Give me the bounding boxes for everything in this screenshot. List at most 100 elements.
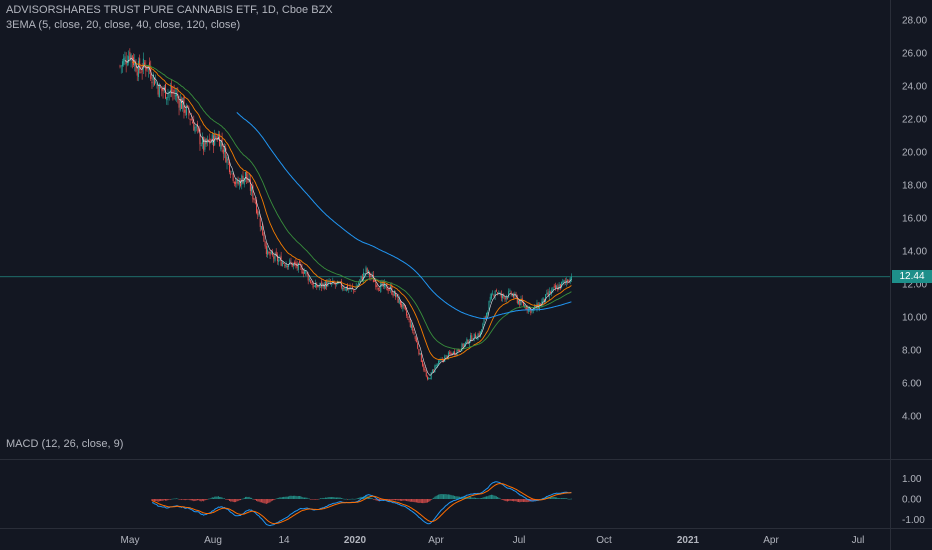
symbol-title[interactable]: ADVISORSHARES TRUST PURE CANNABIS ETF, 1… xyxy=(6,4,333,16)
candle-body xyxy=(181,98,182,109)
candle-body xyxy=(242,175,244,184)
macd-histogram-bar xyxy=(168,499,170,500)
macd-histogram-bar xyxy=(438,494,440,499)
price-tick-label: 4.00 xyxy=(902,412,922,423)
time-tick-label: 2020 xyxy=(344,535,367,546)
candle-body xyxy=(381,282,383,284)
candle-body xyxy=(419,352,421,355)
candle-body xyxy=(476,338,478,340)
macd-histogram-bar xyxy=(302,497,304,499)
candle-body xyxy=(334,284,336,286)
candle-body xyxy=(366,268,368,273)
candle-body xyxy=(402,303,404,309)
candle-body xyxy=(570,276,572,280)
candle-body xyxy=(251,186,253,192)
candle-body xyxy=(131,55,133,61)
candle-body xyxy=(478,332,480,337)
candle-body xyxy=(518,300,520,304)
price-tick-label: 22.00 xyxy=(902,115,927,126)
candle-body xyxy=(396,294,398,296)
candle-body xyxy=(189,118,191,120)
candle-body xyxy=(461,343,463,351)
ema40-line xyxy=(144,64,572,350)
macd-histogram-bar xyxy=(299,495,301,499)
macd-histogram-bar xyxy=(206,499,208,500)
candle-body xyxy=(316,284,318,288)
study-legend-3ema[interactable]: 3EMA (5, close, 20, close, 40, close, 12… xyxy=(6,19,241,31)
macd-histogram-bar xyxy=(477,498,479,499)
macd-histogram-bar xyxy=(248,496,250,499)
price-tick-label: 20.00 xyxy=(902,148,927,159)
macd-histogram-bar xyxy=(504,499,506,501)
signal-line xyxy=(151,482,572,525)
candle-body xyxy=(343,287,345,289)
macd-histogram-bar xyxy=(433,497,435,499)
candle-body xyxy=(513,294,515,298)
candle-body xyxy=(561,281,563,288)
macd-histogram-bar xyxy=(183,499,185,500)
macd-histogram-bar xyxy=(351,498,353,500)
candle-body xyxy=(363,272,365,281)
macd-histogram-bar xyxy=(259,499,261,503)
macd-histogram-bar xyxy=(456,496,458,499)
candle-body xyxy=(563,280,565,283)
price-pane xyxy=(0,48,890,381)
macd-histogram-bar xyxy=(322,497,324,499)
candle-body xyxy=(540,303,542,306)
macd-histogram-bar xyxy=(241,498,243,500)
macd-histogram-bar xyxy=(359,497,361,499)
macd-histogram-bar xyxy=(162,499,164,501)
candle-body xyxy=(484,316,486,318)
candle-body xyxy=(203,137,205,151)
last-price-tag: 12.44 xyxy=(892,270,932,284)
macd-histogram-bar xyxy=(188,499,190,500)
candle-body xyxy=(430,372,432,380)
candle-body xyxy=(359,279,361,282)
macd-histogram-bar xyxy=(315,499,317,500)
candle-body xyxy=(121,61,123,67)
candle-body xyxy=(505,296,507,300)
macd-histogram-bar xyxy=(329,497,331,499)
macd-histogram-bar xyxy=(155,499,157,502)
macd-histogram-bar xyxy=(446,494,448,499)
macd-histogram-bar xyxy=(375,499,377,501)
macd-histogram-bar xyxy=(198,499,200,501)
candle-body xyxy=(265,246,267,254)
candle-body xyxy=(429,378,431,380)
candle-body xyxy=(254,202,256,204)
macd-histogram-bar xyxy=(190,499,192,501)
candle-body xyxy=(374,280,376,282)
macd-histogram-bar xyxy=(406,499,408,502)
candle-body xyxy=(436,364,438,366)
macd-histogram-bar xyxy=(196,499,198,501)
study-legend-macd[interactable]: MACD (12, 26, close, 9) xyxy=(6,438,124,450)
candle-body xyxy=(428,377,430,379)
macd-histogram-bar xyxy=(423,499,425,504)
candle-body xyxy=(326,281,328,288)
candle-body xyxy=(238,180,240,185)
macd-histogram-bar xyxy=(205,499,207,501)
candle-body xyxy=(423,364,425,371)
macd-histogram-bar xyxy=(232,499,234,502)
candle-body xyxy=(534,305,536,309)
macd-histogram-bar xyxy=(343,498,345,500)
candle-body xyxy=(470,335,472,341)
candle-body xyxy=(321,281,323,288)
macd-histogram-bar xyxy=(521,499,523,502)
candle-body xyxy=(299,260,301,264)
candle-body xyxy=(407,316,409,318)
macd-histogram-bar xyxy=(434,496,436,499)
candle-body xyxy=(375,281,377,288)
candle-body xyxy=(397,294,399,303)
candle-body xyxy=(161,88,163,91)
candle-body xyxy=(120,65,122,67)
macd-histogram-bar xyxy=(256,499,258,501)
candle-body xyxy=(252,185,254,200)
macd-histogram-bar xyxy=(471,497,473,499)
macd-histogram-bar xyxy=(192,499,194,501)
macd-histogram-bar xyxy=(335,497,337,499)
candle-body xyxy=(224,146,226,153)
